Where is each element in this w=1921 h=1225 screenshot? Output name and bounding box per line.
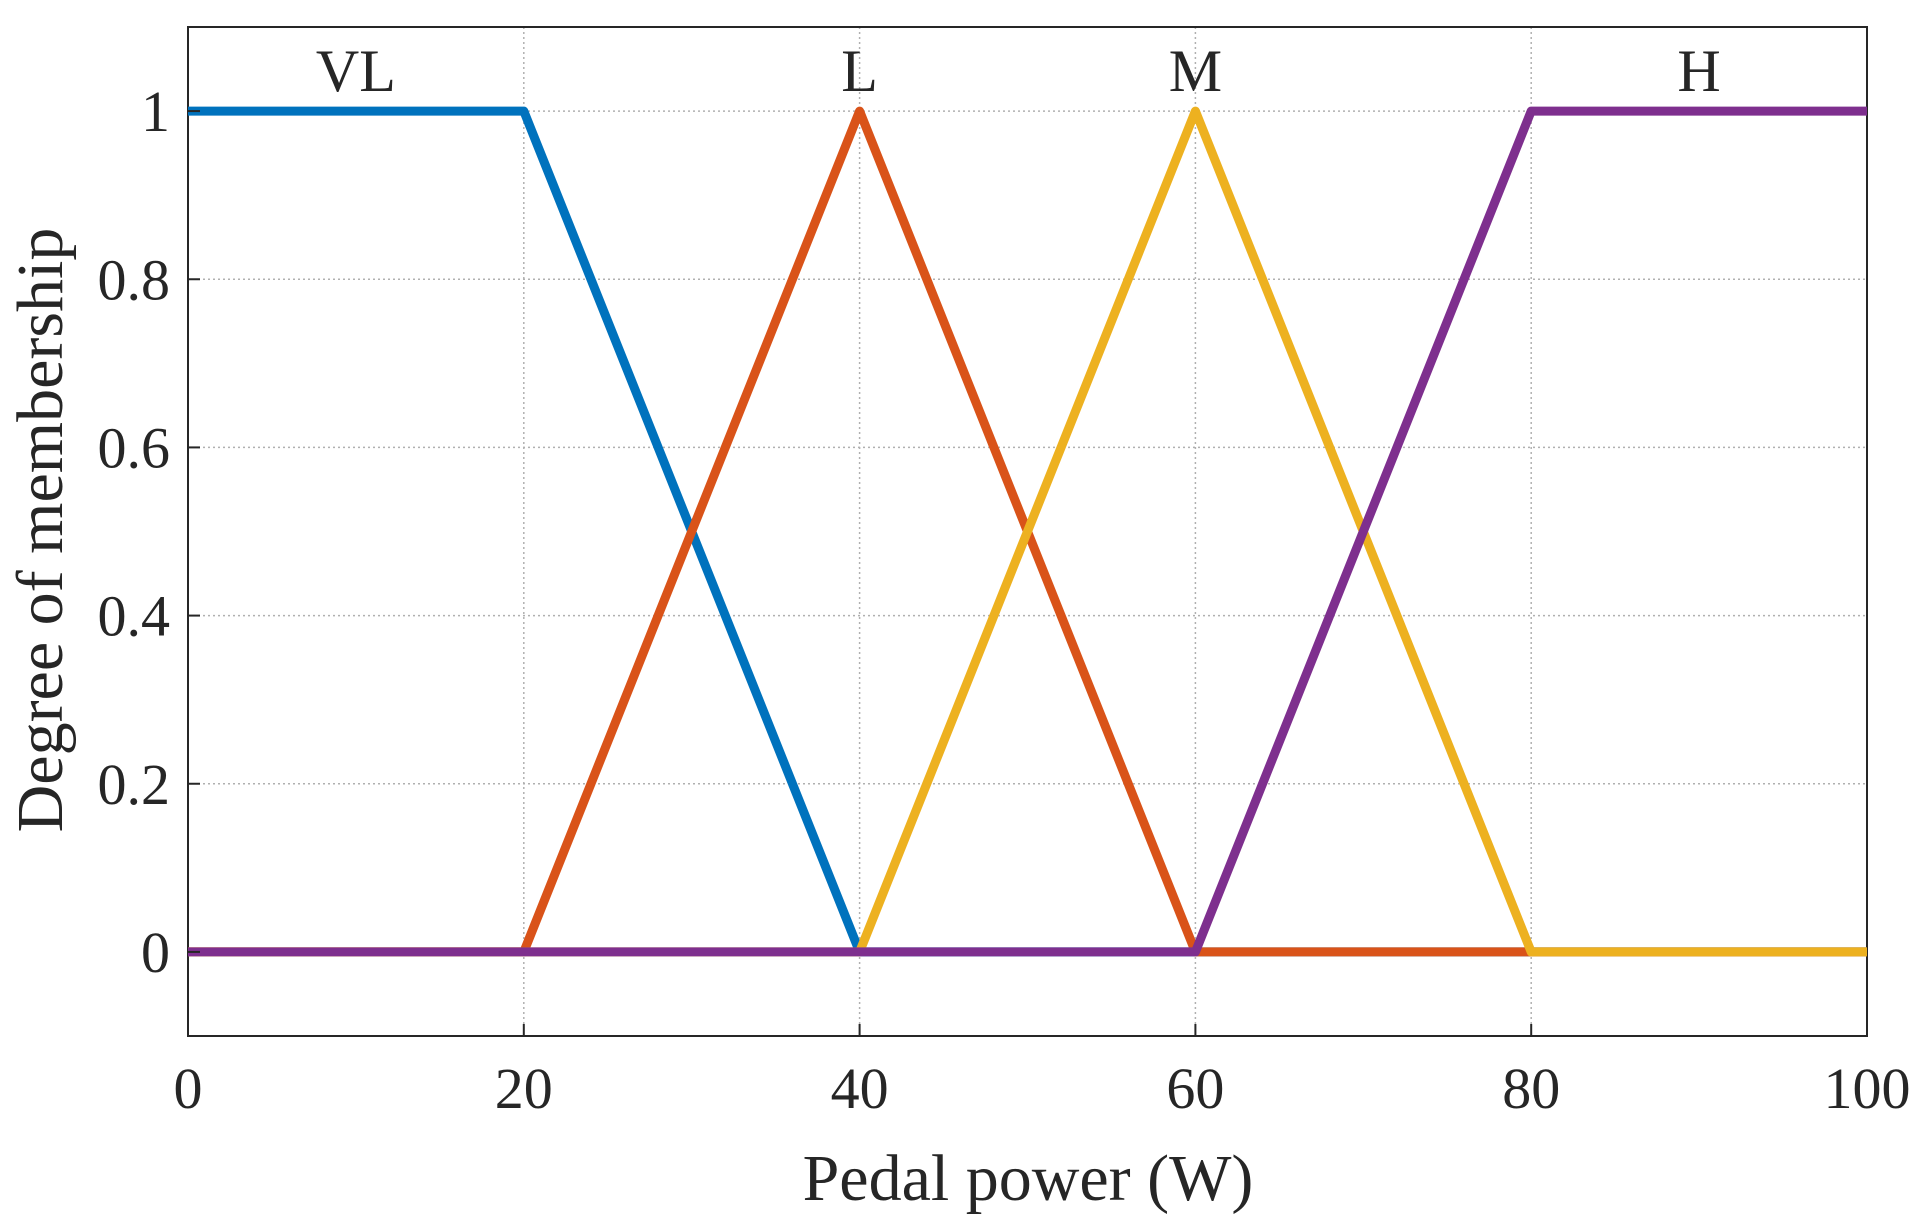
series-line-h <box>188 106 1867 957</box>
mf-label-vl: VL <box>316 38 396 104</box>
y-tick-label: 1 <box>141 79 170 144</box>
y-tick-label: 0.2 <box>98 752 171 817</box>
x-tick-label: 0 <box>174 1056 203 1121</box>
x-tick-label: 40 <box>831 1056 889 1121</box>
mf-label-l: L <box>841 38 878 104</box>
mf-label-m: M <box>1169 38 1222 104</box>
plot-area-frame <box>187 26 1868 1037</box>
mf-label-h: H <box>1677 38 1720 104</box>
tick-group: 0 20 40 60 80 100 0 0.2 0.4 0.6 0.8 1 <box>98 79 1911 1121</box>
series-line-m <box>188 106 1867 957</box>
y-axis-label: Degree of membership <box>4 228 77 833</box>
series-group <box>188 106 1867 957</box>
x-axis-label: Pedal power (W) <box>803 1142 1254 1215</box>
y-tick-label: 0.4 <box>98 584 171 649</box>
y-tick-label: 0 <box>141 920 170 985</box>
x-tick-label: 80 <box>1502 1056 1560 1121</box>
y-tick-label: 0.8 <box>98 247 171 312</box>
annotation-group: VL L M H <box>316 38 1721 104</box>
x-tick-label: 60 <box>1166 1056 1224 1121</box>
x-tick-label: 100 <box>1824 1056 1911 1121</box>
x-tick-label: 20 <box>495 1056 553 1121</box>
y-tick-label: 0.6 <box>98 415 171 480</box>
